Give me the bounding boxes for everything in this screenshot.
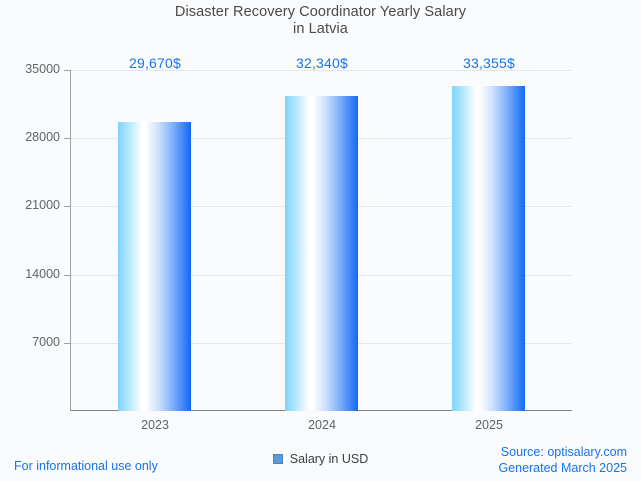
- y-tick-label: 14000: [25, 267, 60, 281]
- bar-2024[interactable]: [285, 96, 358, 411]
- x-tick-label-2025: 2025: [475, 418, 503, 432]
- source-note: Source: optisalary.com Generated March 2…: [498, 444, 627, 476]
- chart-title: Disaster Recovery Coordinator Yearly Sal…: [0, 4, 641, 38]
- legend-swatch-icon: [272, 454, 283, 464]
- y-tick-mark: [64, 275, 70, 276]
- generated-line: Generated March 2025: [498, 461, 627, 475]
- plot-area: [71, 70, 572, 411]
- x-tick-label-2023: 2023: [141, 418, 169, 432]
- y-tick-mark: [64, 206, 70, 207]
- y-axis-line: [70, 70, 71, 411]
- value-label-2023: 29,670$: [128, 55, 181, 71]
- source-line: Source: optisalary.com: [500, 445, 627, 459]
- gridline: [71, 70, 572, 71]
- y-tick-mark: [64, 70, 70, 71]
- bar-2025[interactable]: [452, 86, 525, 411]
- chart-legend: Salary in USD: [0, 452, 641, 466]
- y-tick-label: 7000: [32, 335, 60, 349]
- value-label-2025: 33,355$: [462, 55, 515, 71]
- disclaimer-note: For informational use only: [14, 459, 158, 473]
- chart-title-line-2: in Latvia: [293, 21, 348, 37]
- y-tick-label: 28000: [25, 130, 60, 144]
- chart-title-line-1: Disaster Recovery Coordinator Yearly Sal…: [174, 4, 467, 20]
- value-label-2024: 32,340$: [295, 55, 348, 71]
- y-tick-label: 35000: [25, 62, 60, 76]
- x-tick-label-2024: 2024: [308, 418, 336, 432]
- legend-label-salary-in-usd: Salary in USD: [289, 452, 369, 466]
- y-tick-mark: [64, 343, 70, 344]
- y-tick-label: 21000: [25, 198, 60, 212]
- y-tick-mark: [64, 138, 70, 139]
- bar-2023[interactable]: [118, 122, 191, 411]
